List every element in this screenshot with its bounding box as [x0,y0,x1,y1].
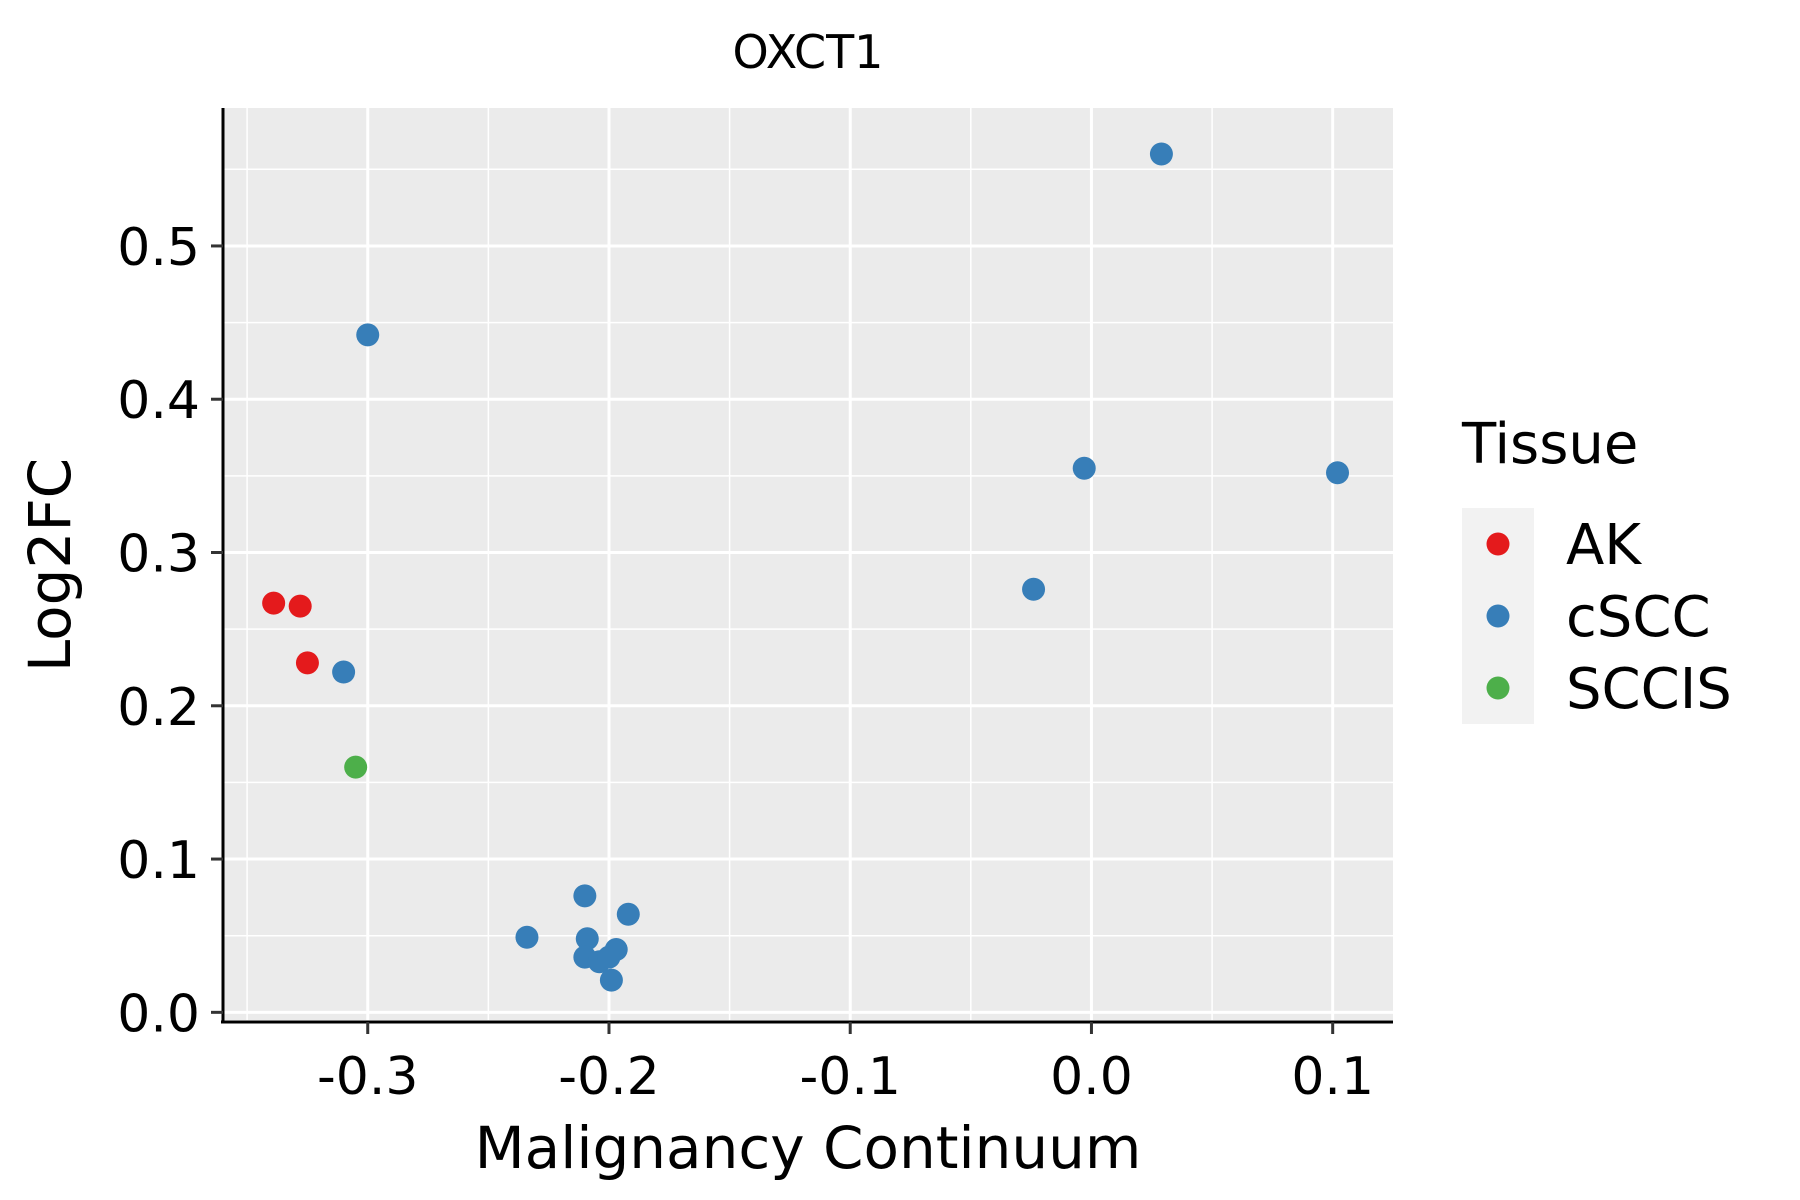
legend: Tissue AK cSCC SCCIS [1461,412,1732,724]
legend-label-ak: AK [1566,513,1642,578]
point-cscc [332,660,356,684]
point-ak [295,651,319,675]
point-cscc [515,925,539,949]
y-tick-label: 0.3 [117,525,200,585]
point-cscc [1149,142,1173,166]
point-cscc [1022,577,1046,601]
data-points [262,142,1350,992]
legend-key-cscc [1486,604,1510,628]
x-tick-label: -0.1 [799,1047,900,1107]
legend-key-ak [1486,532,1510,556]
legend-label-cscc: cSCC [1566,585,1711,650]
x-tick-label: -0.3 [317,1047,418,1107]
grid-minor [223,108,1393,1020]
point-cscc [575,927,599,951]
x-axis-ticks: -0.3 -0.2 -0.1 0.0 0.1 [317,1022,1374,1107]
x-axis-title: Malignancy Continuum [475,1114,1142,1182]
point-cscc [1326,461,1350,485]
point-ak [262,591,286,615]
point-cscc [597,945,621,969]
legend-label-sccis: SCCIS [1566,657,1732,722]
point-cscc [599,968,623,992]
legend-title: Tissue [1461,412,1638,477]
x-tick-label: -0.2 [558,1047,659,1107]
x-tick-label: 0.1 [1291,1047,1374,1107]
point-ak [288,594,312,618]
chart-title: OXCT1 [733,25,884,79]
legend-key-sccis [1486,676,1510,700]
plot-panel [223,108,1393,1020]
legend-items: AK cSCC SCCIS [1486,513,1732,722]
y-tick-label: 0.1 [117,831,200,891]
y-axis-title: Log2FC [16,458,84,672]
point-cscc [573,884,597,908]
point-cscc [356,323,380,347]
y-tick-label: 0.4 [117,371,200,431]
point-cscc [1072,456,1096,480]
y-tick-label: 0.2 [117,678,200,738]
y-tick-label: 0.0 [117,984,200,1044]
x-tick-label: 0.0 [1050,1047,1133,1107]
point-cscc [616,902,640,926]
grid-major [223,108,1393,1020]
y-axis-ticks: 0.0 0.1 0.2 0.3 0.4 0.5 [117,218,223,1044]
y-tick-label: 0.5 [117,218,200,278]
point-sccis [344,755,368,779]
